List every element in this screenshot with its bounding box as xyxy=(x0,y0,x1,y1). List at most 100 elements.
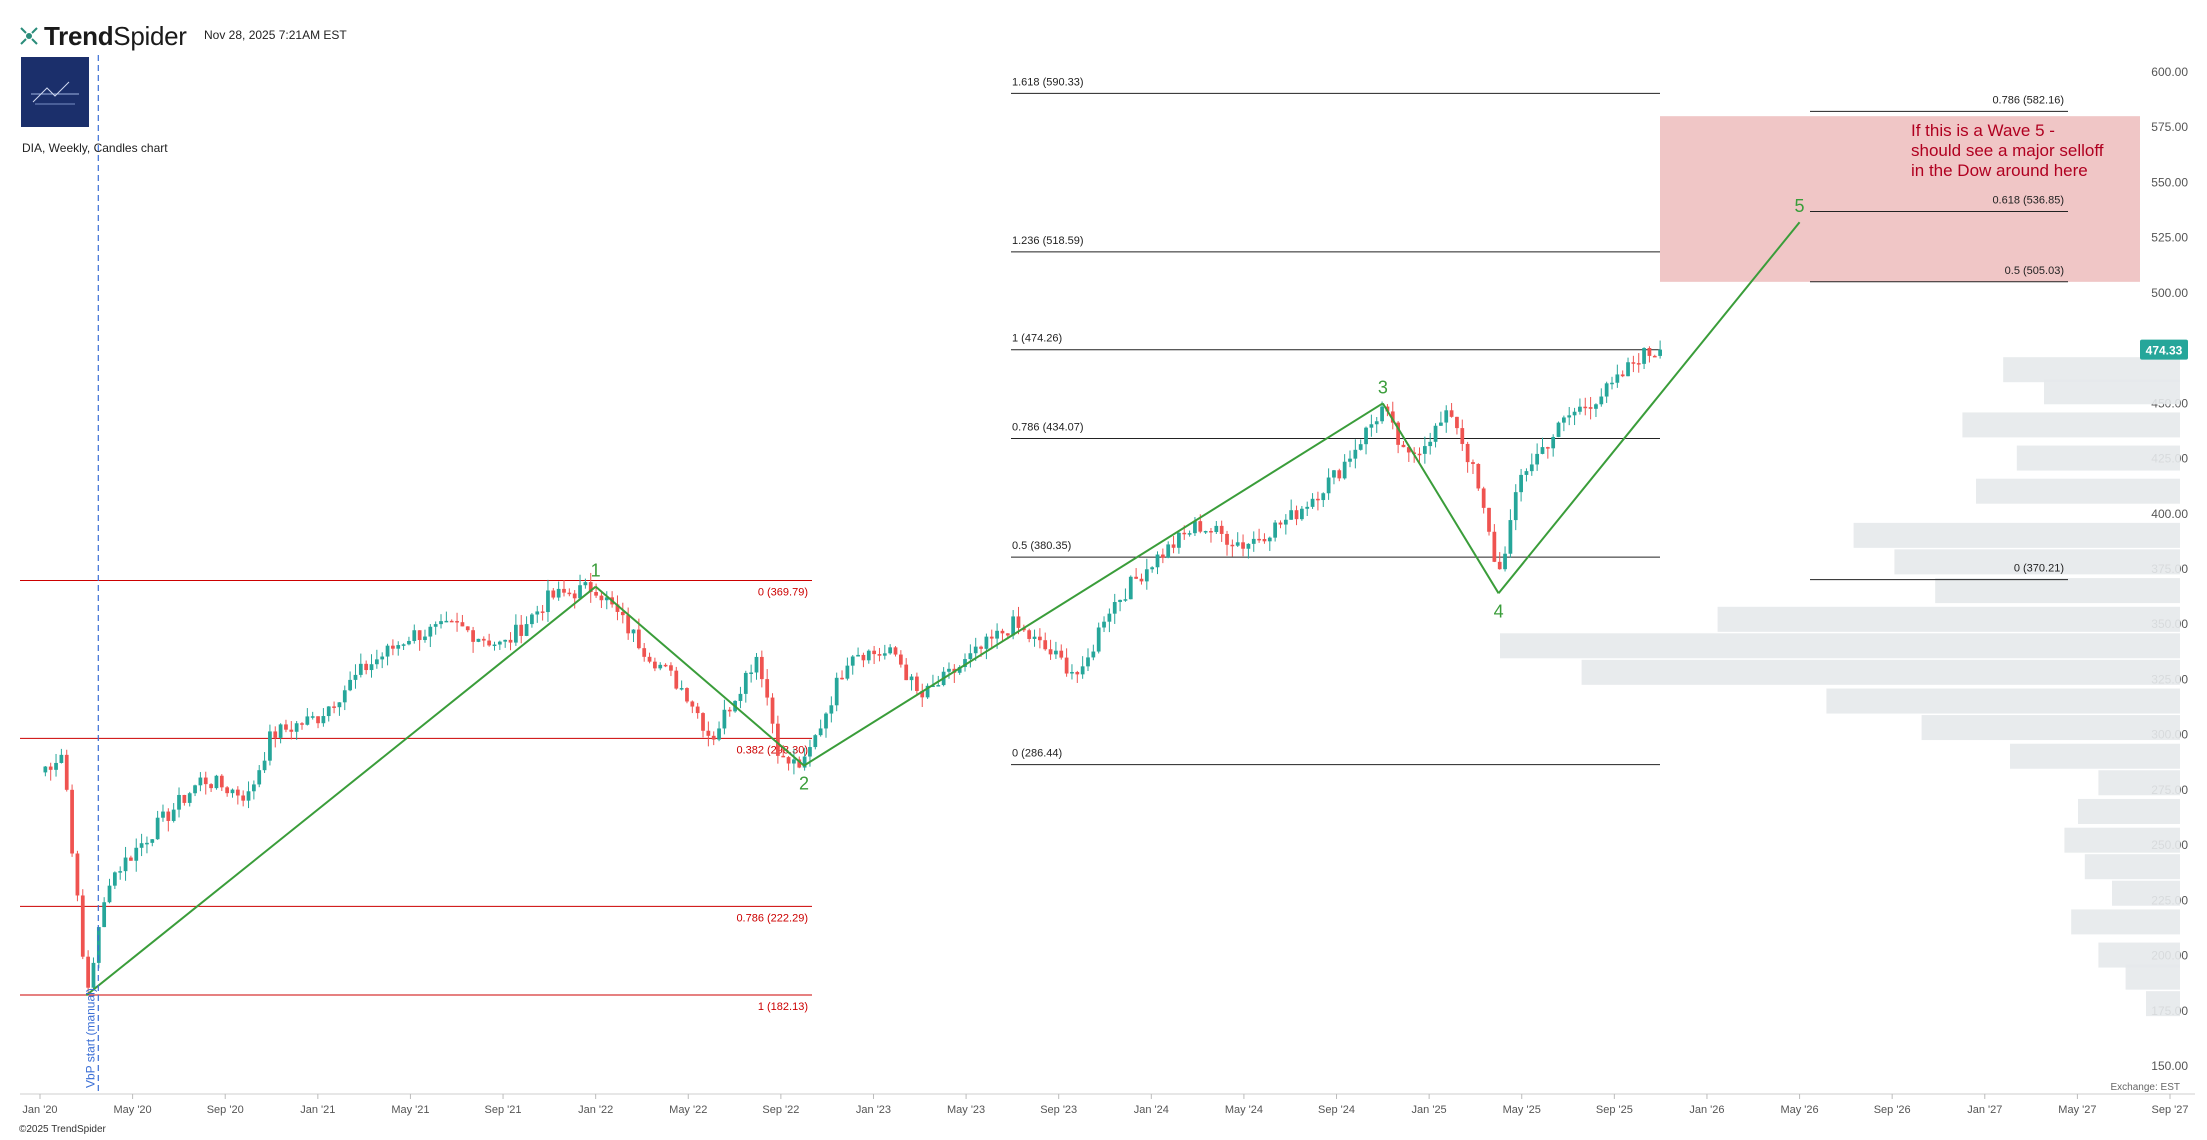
candle xyxy=(1123,599,1128,601)
candle xyxy=(808,747,812,757)
candle xyxy=(342,690,347,703)
fib-level-label: 1.618 (590.33) xyxy=(1012,76,1084,88)
candle xyxy=(1540,447,1545,454)
volume-profile-bar xyxy=(2098,770,2180,796)
candle xyxy=(80,895,85,957)
candle xyxy=(300,723,304,725)
candle xyxy=(1283,519,1288,525)
fib-level-label: 1.236 (518.59) xyxy=(1012,235,1084,247)
candle xyxy=(455,621,459,623)
x-tick-label: May '22 xyxy=(669,1104,707,1116)
candle xyxy=(872,650,876,655)
candle xyxy=(1273,522,1278,538)
annotation-text: in the Dow around here xyxy=(1911,161,2088,180)
candle xyxy=(631,629,636,634)
candle xyxy=(1417,453,1422,456)
candle xyxy=(449,620,454,623)
fib-level-label: 0.786 (222.29) xyxy=(736,912,808,924)
x-tick-label: Jan '23 xyxy=(856,1104,891,1116)
candle xyxy=(636,629,641,649)
candle xyxy=(123,857,128,872)
candle xyxy=(743,672,748,694)
candle xyxy=(1118,599,1122,603)
x-tick-label: May '25 xyxy=(1503,1104,1541,1116)
candle xyxy=(781,755,786,758)
candle xyxy=(856,654,860,657)
candle xyxy=(1246,543,1251,549)
x-tick-label: Sep '26 xyxy=(1874,1104,1911,1116)
candle xyxy=(1016,616,1021,628)
candle xyxy=(877,654,882,656)
candle xyxy=(626,615,631,634)
candle xyxy=(465,626,470,631)
candle xyxy=(727,709,732,712)
candle xyxy=(358,663,363,675)
candle xyxy=(503,639,508,642)
candle xyxy=(898,654,903,665)
candle xyxy=(1615,374,1620,383)
target-zone xyxy=(1660,116,2140,282)
candle xyxy=(1647,347,1652,356)
current-price-badge xyxy=(2140,339,2188,360)
candle xyxy=(1230,544,1235,547)
candle xyxy=(1348,458,1352,462)
candle xyxy=(1562,417,1566,423)
candle xyxy=(1439,422,1443,426)
candle xyxy=(594,592,598,596)
candle xyxy=(1374,421,1379,425)
candle xyxy=(1171,544,1176,548)
x-tick-label: Jan '21 xyxy=(300,1104,335,1116)
candle xyxy=(407,640,411,645)
candle xyxy=(1257,538,1261,541)
x-tick-label: Jan '22 xyxy=(578,1104,613,1116)
fib-level-label: 0.786 (582.16) xyxy=(1992,94,2064,106)
candle xyxy=(1225,533,1229,545)
wave-line xyxy=(1497,221,1801,594)
candle xyxy=(765,679,770,698)
volume-profile-bar xyxy=(2078,798,2180,824)
candle xyxy=(1492,531,1497,562)
candle xyxy=(225,787,230,794)
candle xyxy=(540,611,545,613)
candle xyxy=(230,789,235,794)
candle xyxy=(1107,613,1112,622)
candle xyxy=(968,653,973,660)
x-tick-label: May '23 xyxy=(947,1104,985,1116)
candle xyxy=(931,685,935,688)
candle xyxy=(508,639,513,643)
candle xyxy=(1187,533,1192,535)
x-tick-label: Jan '26 xyxy=(1689,1104,1724,1116)
candle xyxy=(139,843,144,848)
wave-line xyxy=(85,585,597,997)
candle xyxy=(433,624,438,627)
candle xyxy=(332,706,336,708)
fib-level-label: 1 (182.13) xyxy=(758,1001,808,1013)
candle xyxy=(1620,374,1625,377)
candle xyxy=(1139,578,1144,582)
candle xyxy=(882,653,887,656)
y-tick-label: 500.00 xyxy=(2151,286,2188,300)
candle xyxy=(348,679,352,691)
candle xyxy=(1471,462,1475,464)
candle xyxy=(1588,407,1593,409)
candle xyxy=(1326,477,1331,494)
candle xyxy=(1144,569,1149,582)
candle xyxy=(989,636,994,639)
candle xyxy=(1556,422,1561,437)
candle xyxy=(690,701,695,707)
candle xyxy=(754,656,759,673)
candle xyxy=(273,731,278,738)
candle xyxy=(246,791,251,801)
volume-profile-bar xyxy=(2010,743,2180,769)
candle xyxy=(337,702,342,708)
wave-line xyxy=(1381,402,1500,594)
y-tick-label: 525.00 xyxy=(2151,231,2188,245)
candle xyxy=(1262,539,1267,542)
candle xyxy=(48,766,53,770)
candle xyxy=(326,706,331,717)
volume-profile-bar xyxy=(2146,991,2180,1017)
candle xyxy=(514,624,518,643)
candle xyxy=(1112,602,1117,614)
candle xyxy=(107,885,112,903)
